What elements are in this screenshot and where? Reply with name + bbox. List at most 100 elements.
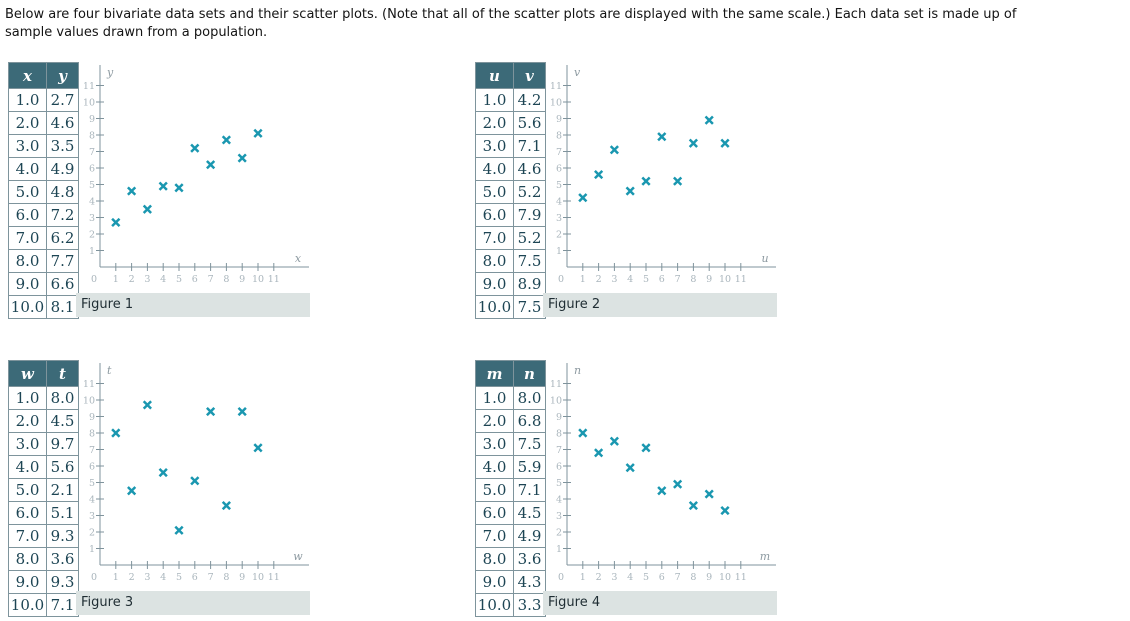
x-tick-label: 9 — [239, 572, 245, 583]
data-point — [221, 135, 231, 145]
cell: 4.2 — [513, 88, 546, 112]
col-header-m: m — [475, 360, 514, 387]
y-tick-label: 2 — [89, 528, 95, 539]
table-row: 6.0 5.1 — [8, 501, 79, 525]
table-row: 1.0 2.7 — [8, 88, 79, 112]
x-tick-label: 8 — [223, 572, 229, 583]
data-point — [578, 428, 588, 438]
table-row: 9.0 8.9 — [475, 272, 546, 296]
x-tick-label: 5 — [176, 572, 182, 583]
cell: 4.6 — [513, 157, 546, 181]
cell: 7.0 — [8, 226, 47, 250]
cell: 8.0 — [475, 547, 514, 571]
data-point — [609, 145, 619, 155]
y-tick-label: 11 — [83, 81, 95, 92]
y-tick-label: 9 — [556, 114, 562, 125]
y-tick-label: 3 — [89, 213, 95, 224]
table-row: 2.0 6.8 — [475, 409, 546, 433]
x-tick-label: 3 — [611, 274, 617, 285]
table-row: 4.0 5.6 — [8, 455, 79, 479]
y-tick-label: 7 — [556, 147, 562, 158]
data-point — [609, 436, 619, 446]
data-point — [720, 138, 730, 148]
table-row: 8.0 7.7 — [8, 249, 79, 273]
data-point — [111, 217, 121, 228]
x-tick-label: 5 — [176, 274, 182, 285]
cell: 4.0 — [8, 455, 47, 479]
cell: 5.2 — [513, 180, 546, 204]
cell: 4.0 — [475, 455, 514, 479]
table-row: 1.0 8.0 — [475, 386, 546, 410]
y-tick-label: 8 — [89, 131, 95, 142]
origin-label: 0 — [91, 274, 97, 285]
data-point — [704, 489, 714, 499]
data-point — [142, 204, 152, 214]
x-tick-label: 4 — [627, 274, 633, 285]
y-tick-label: 3 — [89, 511, 95, 522]
x-tick-label: 6 — [659, 274, 665, 285]
col-header-u: u — [475, 62, 514, 89]
cell: 4.6 — [46, 111, 79, 135]
data-point — [657, 132, 667, 142]
cell: 2.0 — [8, 111, 47, 135]
table-row: 6.0 7.9 — [475, 203, 546, 227]
data-table-1: x y 1.0 2.7 2.0 4.6 3.0 3.5 4.0 4.9 5.0 4.8 6.0 7.2 7.… — [8, 62, 79, 319]
x-tick-label: 4 — [160, 274, 166, 285]
cell: 6.0 — [8, 501, 47, 525]
table-row: 10.0 7.1 — [8, 593, 79, 617]
cell: 7.0 — [475, 226, 514, 250]
table-row: 2.0 4.6 — [8, 111, 79, 135]
y-tick-label: 2 — [556, 528, 562, 539]
col-header-w: w — [8, 360, 47, 387]
table-row: 10.0 7.5 — [475, 295, 546, 319]
y-tick-label: 5 — [89, 478, 95, 489]
cell: 10.0 — [8, 593, 47, 617]
cell: 8.0 — [8, 249, 47, 273]
data-point — [174, 525, 184, 535]
y-tick-label: 3 — [556, 213, 562, 224]
y-axis-label: t — [107, 364, 112, 377]
table-row: 5.0 4.8 — [8, 180, 79, 204]
y-tick-label: 7 — [556, 445, 562, 456]
y-tick-label: 2 — [89, 230, 95, 241]
data-point — [720, 505, 730, 516]
origin-label: 0 — [558, 572, 564, 583]
table-row: 8.0 7.5 — [475, 249, 546, 273]
x-tick-label: 10 — [252, 274, 264, 285]
cell: 4.5 — [513, 501, 546, 525]
data-point — [190, 476, 200, 486]
data-point — [594, 448, 604, 458]
x-tick-label: 2 — [129, 274, 135, 285]
figure-caption-3: Figure 3 — [76, 591, 310, 615]
cell: 2.0 — [475, 409, 514, 433]
data-point — [206, 406, 216, 417]
x-tick-label: 10 — [719, 572, 731, 583]
y-tick-label: 5 — [89, 180, 95, 191]
data-point — [127, 186, 137, 196]
x-tick-label: 4 — [160, 572, 166, 583]
table-row: 1.0 4.2 — [475, 88, 546, 112]
col-header-y: y — [46, 62, 79, 89]
dataset-panel-3: w t 1.0 8.0 2.0 4.5 3.0 9.7 4.0 5.6 5.0 2.1 6.0 5.1 7.… — [8, 360, 320, 618]
table-row: 7.0 5.2 — [475, 226, 546, 250]
data-point — [688, 138, 698, 148]
data-table-2: u v 1.0 4.2 2.0 5.6 3.0 7.1 4.0 4.6 5.0 5.2 6.0 7.9 7.… — [475, 62, 546, 319]
x-tick-label: 2 — [129, 572, 135, 583]
x-tick-label: 5 — [643, 274, 649, 285]
x-axis-label: w — [293, 550, 303, 563]
data-point — [111, 428, 121, 438]
cell: 7.5 — [513, 249, 546, 273]
y-tick-label: 10 — [550, 396, 562, 407]
x-tick-label: 11 — [735, 572, 747, 583]
x-tick-label: 2 — [596, 274, 602, 285]
x-tick-label: 3 — [144, 572, 150, 583]
table-row: 3.0 9.7 — [8, 432, 79, 456]
cell: 6.6 — [46, 272, 79, 296]
cell: 5.2 — [513, 226, 546, 250]
y-tick-label: 10 — [83, 396, 95, 407]
cell: 6.2 — [46, 226, 79, 250]
table-row: 3.0 3.5 — [8, 134, 79, 158]
data-point — [158, 181, 168, 191]
x-tick-label: 2 — [596, 572, 602, 583]
